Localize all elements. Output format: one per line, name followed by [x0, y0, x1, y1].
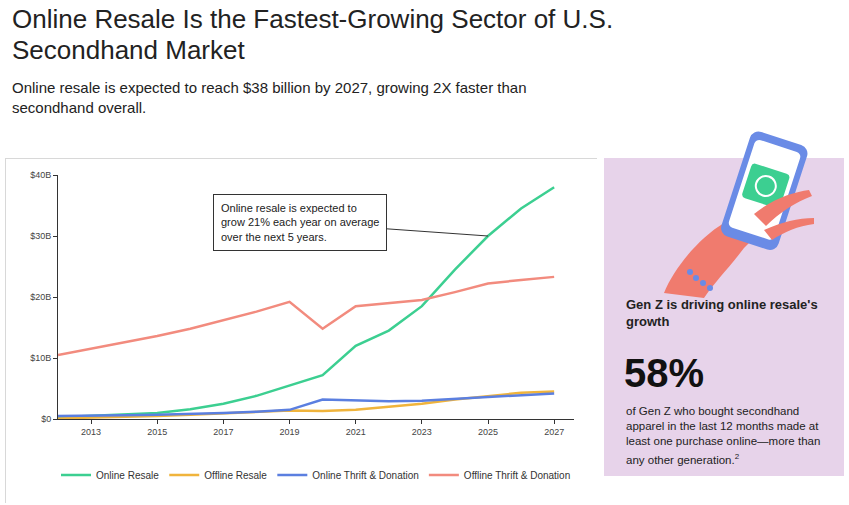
svg-text:2023: 2023: [412, 427, 432, 437]
svg-text:$30B: $30B: [30, 231, 51, 241]
svg-text:Offline Resale: Offline Resale: [204, 470, 267, 481]
svg-text:$0: $0: [41, 414, 51, 424]
svg-text:2015: 2015: [147, 427, 167, 437]
html-text:Online Resale Is the Fastest-G: Online Resale Is the Fastest-Growing Sec…: [12, 4, 614, 65]
svg-text:2027: 2027: [544, 427, 564, 437]
svg-text:$20B: $20B: [30, 292, 51, 302]
svg-text:Online Thrift & Donation: Online Thrift & Donation: [312, 470, 419, 481]
svg-text:2021: 2021: [346, 427, 366, 437]
html-text:58%: 58%: [624, 351, 705, 395]
svg-text:Online Resale: Online Resale: [96, 470, 159, 481]
html-text:Online resale is expected to r: Online resale is expected to reach $38 b…: [12, 79, 527, 116]
svg-text:$10B: $10B: [30, 353, 51, 363]
svg-text:2013: 2013: [81, 427, 101, 437]
svg-text:Offline Thrift & Donation: Offline Thrift & Donation: [464, 470, 570, 481]
svg-text:2017: 2017: [213, 427, 233, 437]
svg-text:$40B: $40B: [30, 170, 51, 180]
svg-text:Online resale is expected togr: Online resale is expected togrow 21% eac…: [221, 202, 379, 243]
html-text:Gen Z is driving online resale: Gen Z is driving online resale's growth: [626, 297, 818, 329]
svg-text:2025: 2025: [478, 427, 498, 437]
html-text:of Gen Z who bought secondhand: of Gen Z who bought secondhand apparel i…: [626, 405, 821, 466]
svg-text:2019: 2019: [280, 427, 300, 437]
